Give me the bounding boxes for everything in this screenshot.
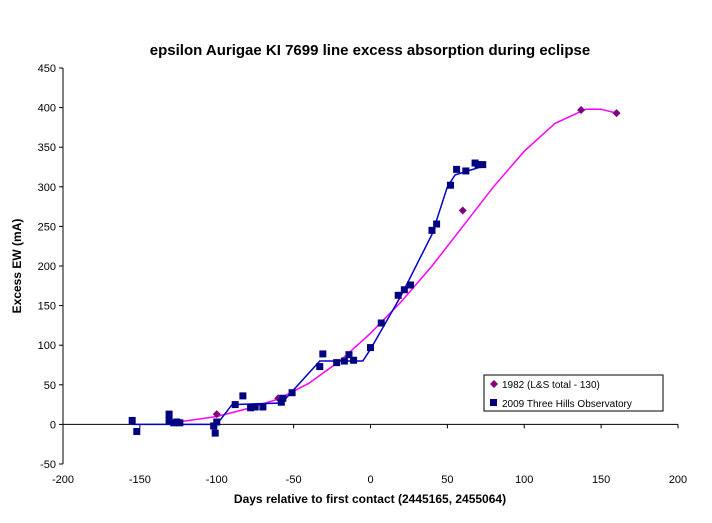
- y-tick-label: 400: [38, 103, 56, 115]
- point-2009: [406, 281, 414, 289]
- data-points: [128, 105, 621, 437]
- point-2009: [446, 181, 454, 189]
- point-2009: [165, 410, 173, 418]
- point-2009: [340, 357, 348, 365]
- x-tick-label: -150: [129, 474, 151, 486]
- legend-marker-1982: [490, 380, 498, 388]
- point-2009: [259, 403, 267, 411]
- x-tick-label: 0: [367, 474, 373, 486]
- point-2009: [213, 418, 221, 426]
- y-tick-label: 100: [38, 340, 56, 352]
- legend-label-2009: 2009 Three Hills Observatory: [502, 399, 632, 410]
- point-2009: [394, 291, 402, 299]
- point-2009: [453, 165, 461, 173]
- y-tick-label: 150: [38, 301, 56, 313]
- axes: -50 0 50 100 150 200 250 300 350 400 450 -200 -150 -1…: [38, 63, 688, 486]
- point-2009: [428, 226, 436, 234]
- point-2009: [277, 398, 285, 406]
- point-2009: [239, 392, 247, 400]
- y-axis-label: Excess EW (mA): [10, 219, 24, 314]
- point-2009: [133, 428, 141, 436]
- point-2009: [211, 429, 219, 437]
- y-tick-label: 250: [38, 221, 56, 233]
- y-tick-label: 350: [38, 142, 56, 154]
- legend: 1982 (L&S total - 130) 2009 Three Hills …: [483, 374, 664, 412]
- y-tick-label: -50: [40, 459, 56, 471]
- point-1982: [212, 410, 221, 419]
- legend-box: [483, 374, 664, 412]
- y-tick-label: 300: [38, 182, 56, 194]
- x-tick-label: 200: [669, 474, 687, 486]
- x-tick-label: -100: [206, 474, 228, 486]
- y-tick-label: 200: [38, 261, 56, 273]
- point-2009: [165, 416, 173, 424]
- x-tick-label: 150: [592, 474, 610, 486]
- x-axis-label: Days relative to first contact (2445165,…: [234, 492, 506, 506]
- point-2009: [288, 389, 296, 397]
- x-tick-label: -200: [52, 474, 74, 486]
- x-tick-label: 100: [515, 474, 533, 486]
- chart-title: epsilon Aurigae KI 7699 line excess abso…: [150, 42, 590, 59]
- x-tick-label: -50: [286, 474, 302, 486]
- point-2009: [345, 351, 353, 359]
- point-2009: [479, 161, 487, 169]
- point-1982: [577, 105, 586, 114]
- point-2009: [350, 356, 358, 364]
- point-2009: [231, 401, 239, 409]
- point-2009: [316, 363, 324, 371]
- point-2009: [333, 359, 341, 367]
- point-2009: [433, 220, 441, 228]
- y-tick-label: 450: [38, 63, 56, 75]
- point-2009: [377, 319, 385, 327]
- point-2009: [319, 350, 327, 358]
- point-2009: [279, 394, 287, 402]
- legend-marker-2009: [490, 399, 497, 406]
- x-tick-label: 50: [441, 474, 453, 486]
- point-2009: [247, 404, 255, 412]
- point-2009: [474, 161, 482, 169]
- point-2009: [251, 403, 259, 411]
- point-1982: [612, 109, 621, 118]
- point-1982: [458, 206, 467, 215]
- point-2009: [128, 416, 136, 424]
- point-2009: [400, 286, 408, 294]
- y-tick-label: 50: [44, 380, 56, 392]
- point-2009: [462, 167, 470, 175]
- point-2009: [176, 419, 184, 427]
- y-tick-label: 0: [50, 419, 56, 431]
- point-2009: [367, 344, 374, 352]
- point-2009: [210, 422, 218, 430]
- legend-label-1982: 1982 (L&S total - 130): [502, 380, 600, 391]
